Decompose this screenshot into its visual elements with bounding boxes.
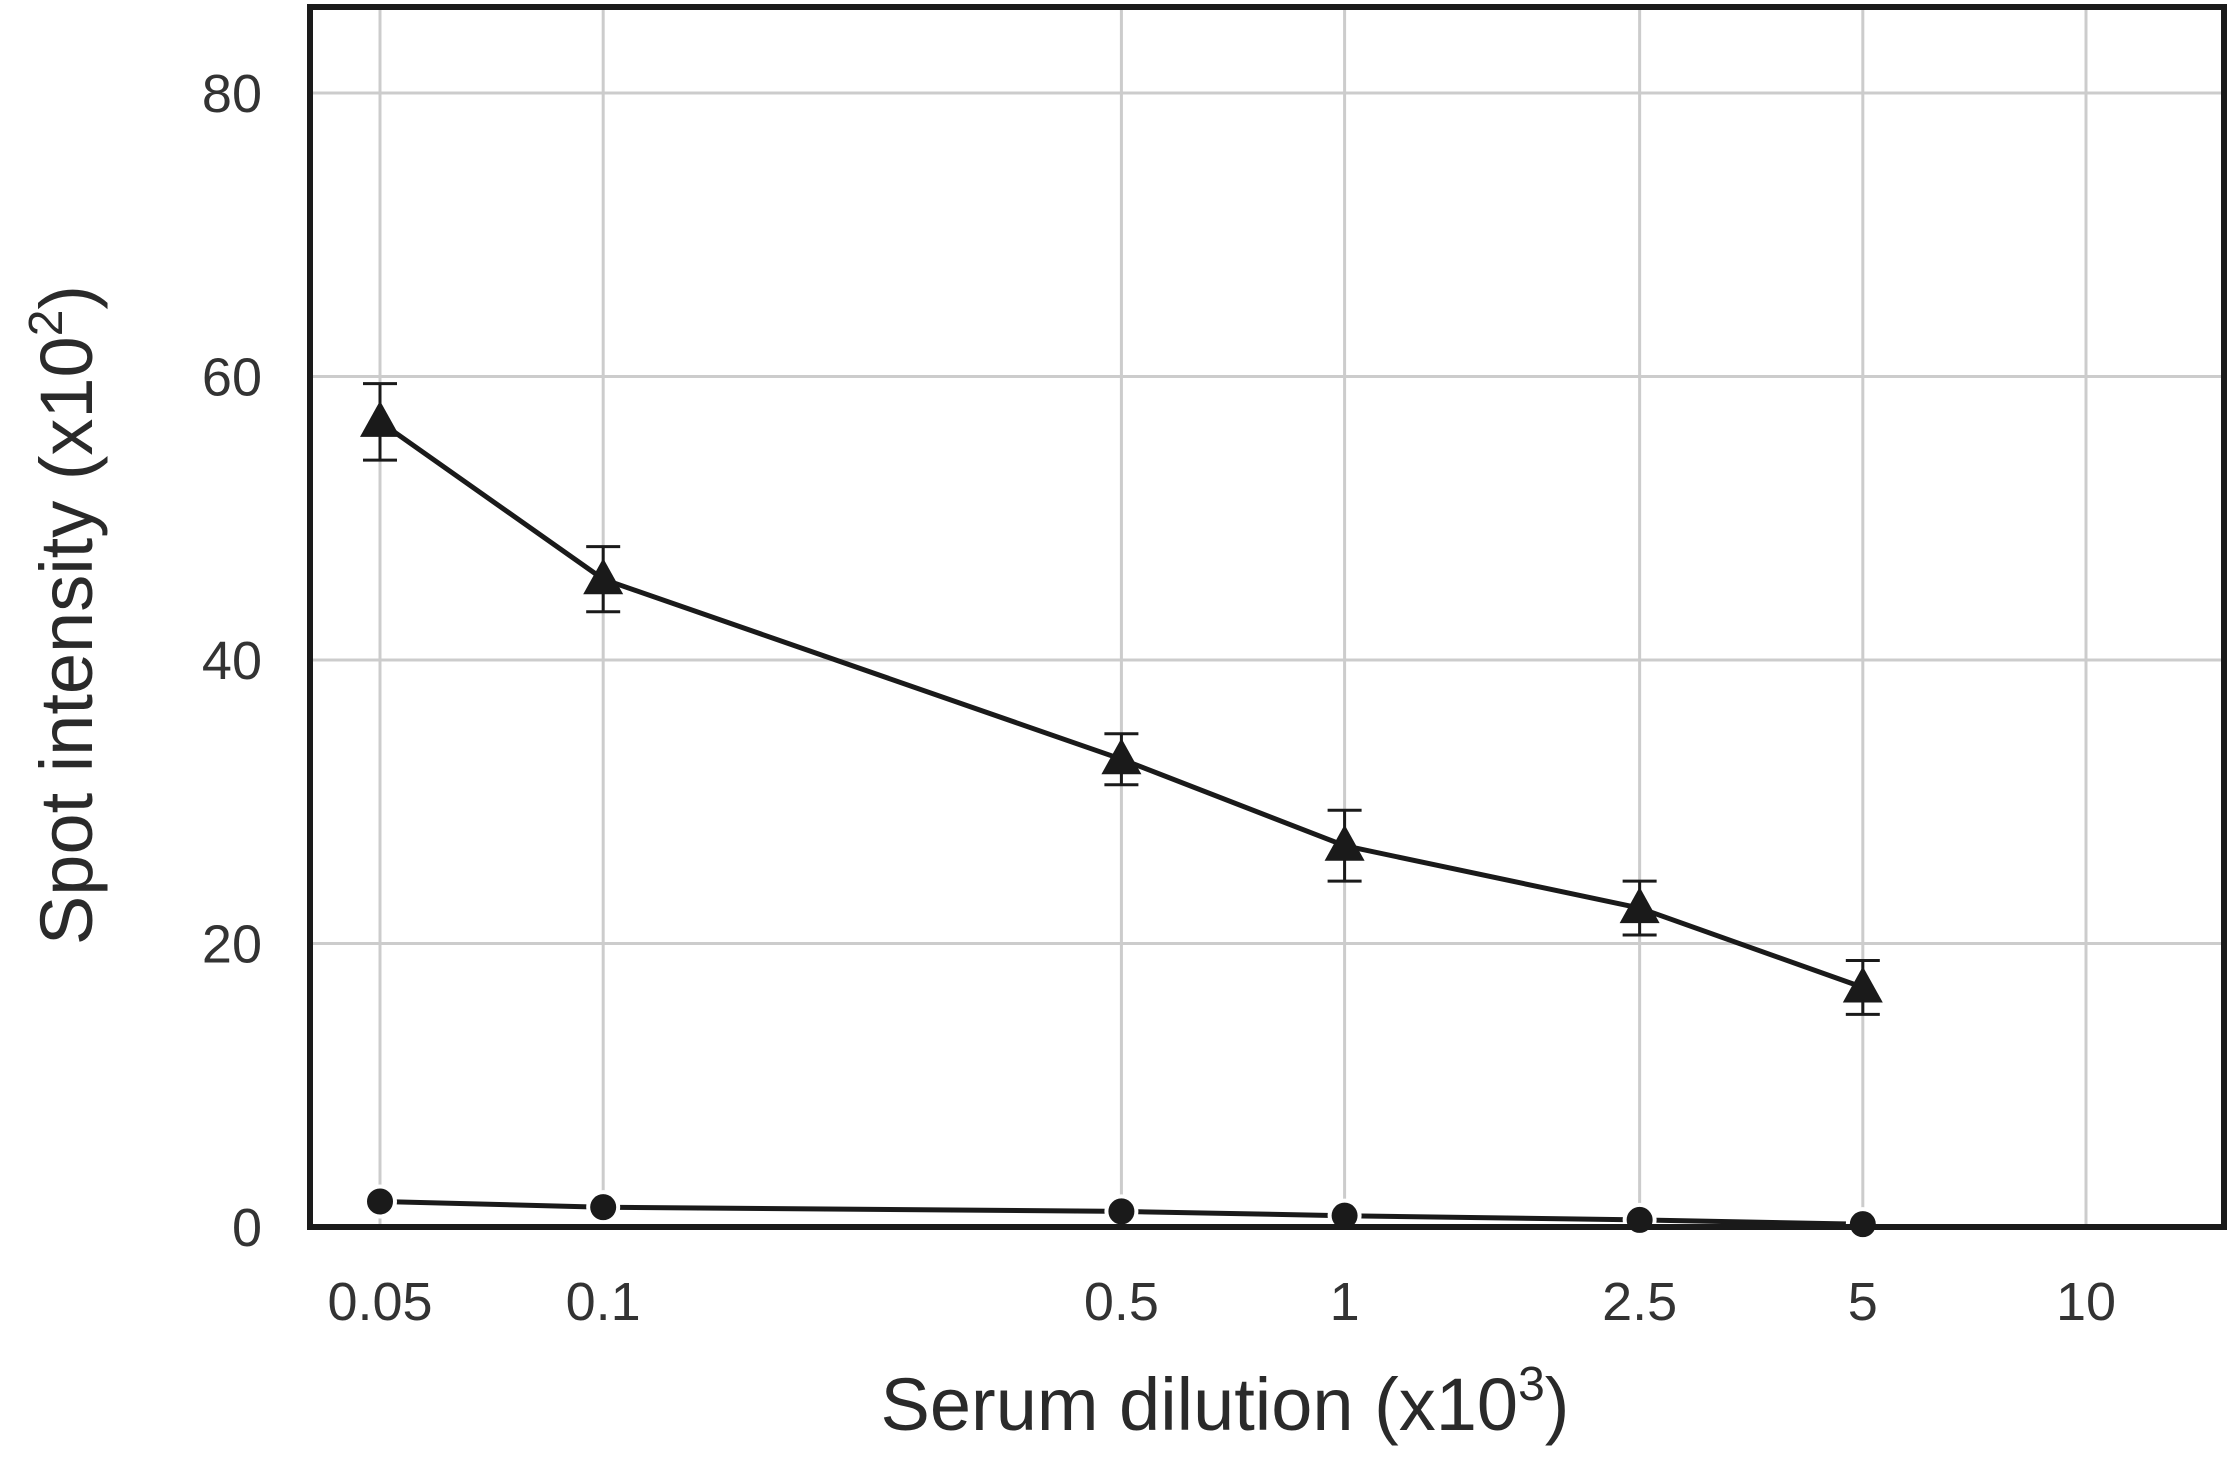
series-2-point xyxy=(1327,1198,1362,1233)
y-tick-label: 80 xyxy=(202,64,262,124)
x-tick-label: 10 xyxy=(2056,1272,2116,1332)
x-axis-title-superscript: 3 xyxy=(1518,1358,1545,1411)
y-axis-title-text: Spot intensity (x10 xyxy=(25,336,108,945)
x-axis-title: Serum dilution (x103) xyxy=(881,1358,1570,1446)
series-2-point xyxy=(1104,1194,1139,1229)
x-tick-label: 5 xyxy=(1848,1272,1878,1332)
x-axis-title-suffix: ) xyxy=(1545,1363,1570,1446)
series-1-line xyxy=(378,419,1864,990)
y-tick-label: 40 xyxy=(202,631,262,691)
series-2-point xyxy=(1622,1202,1657,1237)
y-axis-title: Spot intensity (x102) xyxy=(20,285,108,945)
tick-labels: 0.05 0.1 0.5 1 2.5 5 10 0 20 40 60 80 xyxy=(202,64,2116,1332)
y-axis-title-suffix: ) xyxy=(25,285,108,310)
x-axis-title-text: Serum dilution (x10 xyxy=(881,1363,1519,1446)
grid-lines xyxy=(310,7,2224,1227)
series-1-point xyxy=(1842,966,1883,1003)
series-1-point xyxy=(1324,824,1365,861)
y-tick-label: 20 xyxy=(202,915,262,975)
plot-frame xyxy=(307,4,2227,1230)
series-layer xyxy=(360,382,1883,1242)
series-1-point xyxy=(1101,738,1142,775)
y-axis-title-superscript: 2 xyxy=(20,310,73,337)
x-tick-label: 0.1 xyxy=(566,1272,641,1332)
series-2-line xyxy=(379,1199,1863,1227)
x-tick-label: 2.5 xyxy=(1602,1272,1677,1332)
series-1-point xyxy=(1619,887,1660,924)
x-tick-label: 0.5 xyxy=(1084,1272,1159,1332)
series-1-point xyxy=(583,558,624,595)
series-1-point xyxy=(360,400,400,437)
series-2-point xyxy=(586,1190,621,1225)
series-2-point xyxy=(363,1184,397,1219)
y-tick-label: 0 xyxy=(232,1198,262,1258)
x-tick-label: 1 xyxy=(1330,1272,1360,1332)
y-tick-label: 60 xyxy=(202,348,262,408)
x-tick-label: 0.05 xyxy=(327,1272,432,1332)
